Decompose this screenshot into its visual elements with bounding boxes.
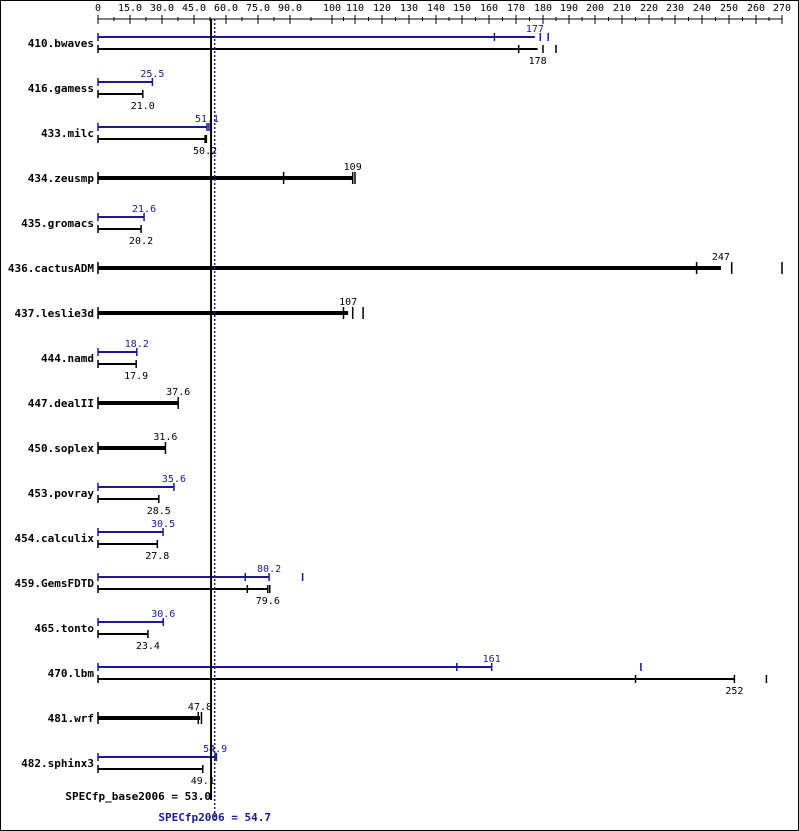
x-tick-label: 170 xyxy=(507,3,525,14)
x-tick-label: 180 xyxy=(534,3,552,14)
x-tick-label: 100 xyxy=(323,3,341,14)
x-axis: 0 15.0 30.0 45.0 60.0 75.0 90.0 100 110 120 130 140… xyxy=(95,3,791,24)
combined-value-label: 37.6 xyxy=(166,387,190,398)
x-tick-label: 220 xyxy=(640,3,658,14)
summary-lines: SPECfp_base2006 = 53.0 SPECfp2006 = 54.7 xyxy=(65,19,271,824)
x-tick-label: 250 xyxy=(720,3,738,14)
benchmark-row: 454.calculix 30.5 27.8 xyxy=(15,519,176,562)
x-tick-label: 230 xyxy=(666,3,684,14)
benchmark-row: 465.tonto 30.6 23.4 xyxy=(34,609,175,652)
peak-value-label: 30.5 xyxy=(151,519,175,530)
x-tick-label: 45.0 xyxy=(182,3,206,14)
benchmark-name: 465.tonto xyxy=(34,622,94,635)
benchmark-row: 435.gromacs 21.6 20.2 xyxy=(21,204,156,247)
benchmark-name: 444.namd xyxy=(41,352,94,365)
peak-value-label: 80.2 xyxy=(257,564,281,575)
peak-value-label: 177 xyxy=(526,24,544,35)
x-tick-label: 200 xyxy=(586,3,604,14)
benchmark-name: 416.gamess xyxy=(28,82,94,95)
benchmark-name: 434.zeusmp xyxy=(28,172,95,185)
base-value-label: 27.8 xyxy=(145,551,169,562)
benchmark-name: 481.wrf xyxy=(48,712,94,725)
benchmark-rows: 410.bwaves 177 178 416.gamess 25.5 21.0 433.mi… xyxy=(8,24,783,787)
benchmark-row: 410.bwaves 177 178 xyxy=(28,24,557,67)
x-tick-label: 30.0 xyxy=(150,3,174,14)
x-tick-label: 75.0 xyxy=(246,3,270,14)
base-value-label: 178 xyxy=(529,56,547,67)
benchmark-row: 437.leslie3d 107 xyxy=(15,297,364,320)
x-tick-label: 60.0 xyxy=(214,3,238,14)
base-value-label: 17.9 xyxy=(124,371,148,382)
base-value-label: 23.4 xyxy=(136,641,160,652)
peak-value-label: 35.6 xyxy=(162,474,186,485)
benchmark-row: 444.namd 18.2 17.9 xyxy=(41,339,149,382)
peak-value-label: 18.2 xyxy=(125,339,149,350)
base-value-label: 20.2 xyxy=(129,236,153,247)
benchmark-name: 435.gromacs xyxy=(21,217,94,230)
benchmark-name: 447.dealII xyxy=(28,397,94,410)
x-tick-label: 130 xyxy=(400,3,418,14)
combined-value-label: 247 xyxy=(712,252,730,263)
base-summary-label: SPECfp_base2006 = 53.0 xyxy=(65,790,211,803)
base-value-label: 49.1 xyxy=(191,776,215,787)
x-tick-label: 270 xyxy=(773,3,791,14)
peak-value-label: 25.5 xyxy=(140,69,164,80)
peak-value-label: 30.6 xyxy=(151,609,175,620)
peak-value-label: 161 xyxy=(483,654,501,665)
x-tick-label: 90.0 xyxy=(278,3,302,14)
x-tick-label: 160 xyxy=(480,3,498,14)
base-value-label: 28.5 xyxy=(147,506,171,517)
benchmark-row: 470.lbm 161 252 xyxy=(48,654,768,697)
benchmark-name: 437.leslie3d xyxy=(15,307,94,320)
x-tick-label: 0 xyxy=(95,3,101,14)
x-tick-label: 150 xyxy=(453,3,471,14)
benchmark-row: 416.gamess 25.5 21.0 xyxy=(28,69,165,112)
base-value-label: 79.6 xyxy=(256,596,280,607)
x-tick-label: 240 xyxy=(693,3,711,14)
benchmark-row: 447.dealII 37.6 xyxy=(28,387,190,410)
x-tick-label: 140 xyxy=(427,3,445,14)
peak-summary-label: SPECfp2006 = 54.7 xyxy=(158,811,271,824)
benchmark-row: 450.soplex 31.6 xyxy=(28,432,178,455)
peak-value-label: 51.1 xyxy=(195,114,219,125)
x-tick-label: 110 xyxy=(346,3,364,14)
benchmark-name: 482.sphinx3 xyxy=(21,757,94,770)
benchmark-row: 453.povray 35.6 28.5 xyxy=(28,474,186,517)
benchmark-row: 436.cactusADM 247 xyxy=(8,252,783,275)
combined-value-label: 47.8 xyxy=(188,702,212,713)
benchmark-row: 459.GemsFDTD 80.2 79.6 xyxy=(15,564,304,607)
benchmark-name: 436.cactusADM xyxy=(8,262,94,275)
x-tick-label: 210 xyxy=(613,3,631,14)
benchmark-row: 481.wrf 47.8 xyxy=(48,702,212,725)
benchmark-row: 482.sphinx3 54.9 49.1 xyxy=(21,744,227,787)
x-tick-label: 120 xyxy=(373,3,391,14)
benchmark-name: 450.soplex xyxy=(28,442,95,455)
combined-value-label: 107 xyxy=(339,297,357,308)
benchmark-name: 470.lbm xyxy=(48,667,95,680)
combined-value-label: 31.6 xyxy=(153,432,177,443)
benchmark-row: 434.zeusmp 109 xyxy=(28,162,362,185)
benchmark-row: 433.milc 51.1 50.2 xyxy=(41,114,219,157)
peak-value-label: 21.6 xyxy=(132,204,156,215)
x-tick-label: 260 xyxy=(747,3,765,14)
base-value-label: 21.0 xyxy=(131,101,155,112)
combined-value-label: 109 xyxy=(344,162,362,173)
benchmark-name: 453.povray xyxy=(28,487,95,500)
base-value-label: 252 xyxy=(725,686,743,697)
benchmark-name: 410.bwaves xyxy=(28,37,94,50)
benchmark-name: 454.calculix xyxy=(15,532,95,545)
x-tick-label: 190 xyxy=(560,3,578,14)
benchmark-name: 459.GemsFDTD xyxy=(15,577,95,590)
base-value-label: 50.2 xyxy=(193,146,217,157)
benchmark-name: 433.milc xyxy=(41,127,94,140)
x-tick-label: 15.0 xyxy=(118,3,142,14)
peak-value-label: 54.9 xyxy=(203,744,227,755)
